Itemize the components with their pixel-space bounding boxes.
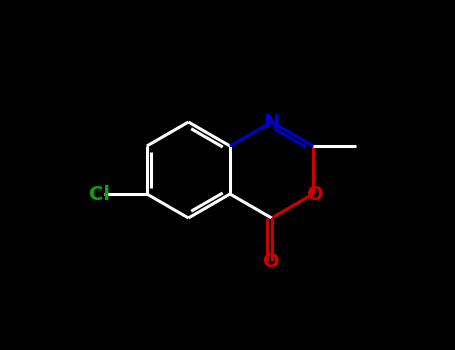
Text: Cl: Cl [89,184,110,203]
Text: N: N [263,112,280,132]
Text: O: O [263,252,280,271]
Text: O: O [307,184,324,203]
